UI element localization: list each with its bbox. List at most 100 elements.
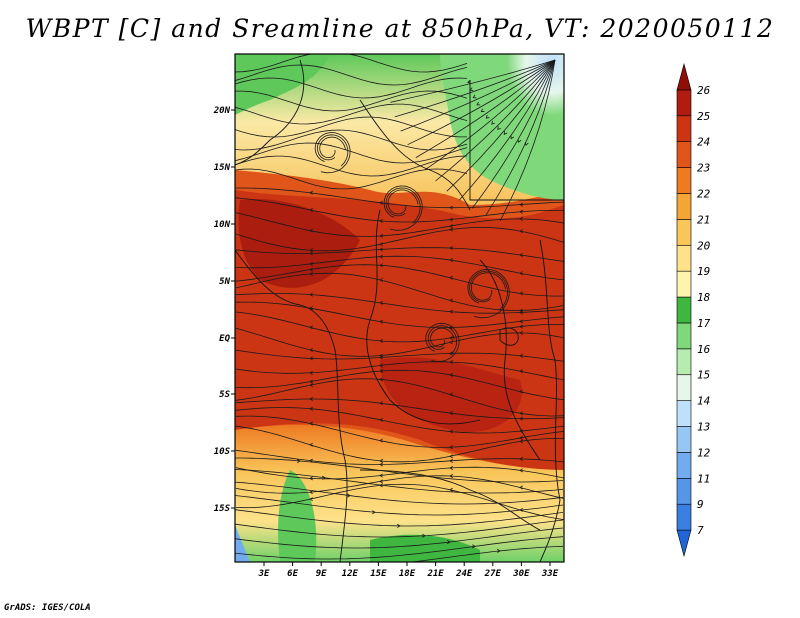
streamline: [236, 187, 564, 209]
streamline: [235, 293, 564, 314]
streamline: [235, 197, 564, 223]
streamline: [235, 407, 564, 434]
streamline-arrow: [449, 246, 453, 250]
streamline: [424, 59, 556, 171]
colorbar-label: 26: [697, 84, 711, 97]
streamline: [235, 536, 564, 560]
streamline-arrow: [379, 369, 383, 374]
wbpt-south-cool-region: [235, 425, 564, 562]
streamline-arrow: [309, 497, 313, 502]
streamline-arrow: [519, 369, 523, 374]
streamline-arrow: [309, 490, 313, 495]
streamline-arrow: [449, 217, 453, 222]
colorbar-label: 11: [697, 472, 710, 485]
streamline-arrow: [379, 242, 383, 247]
streamline-arrow: [379, 462, 383, 467]
streamline: [235, 168, 468, 190]
streamline-arrow: [309, 267, 313, 272]
chart-title: WBPT [C] and Sreamline at 850hPa, VT: 20…: [25, 14, 775, 43]
streamline: [446, 59, 556, 192]
streamline: [235, 327, 564, 357]
streamline-arrow: [309, 271, 313, 276]
streamline-arrow: [309, 292, 313, 297]
streamline-arrow: [485, 114, 490, 119]
streamline: [235, 64, 468, 86]
streamline-arrow: [519, 456, 523, 461]
latitude-axis: 20N 15N 10N 5N EQ 5S 10S 15S: [213, 106, 235, 514]
streamline-arrow: [309, 251, 313, 256]
lon-label: 18E: [399, 569, 416, 579]
streamline-arrow: [449, 205, 453, 210]
colorbar-swatch: [676, 374, 692, 401]
colorbar-label: 25: [697, 110, 710, 123]
streamline-arrow: [379, 363, 383, 368]
streamline-arrow: [379, 263, 383, 268]
streamline-arrow: [449, 445, 453, 450]
streamline-arrow: [379, 401, 383, 406]
streamline-arrow: [519, 330, 523, 335]
streamline-arrow: [519, 389, 523, 394]
streamline-arrow: [379, 355, 383, 360]
streamline: [235, 475, 564, 499]
streamline: [394, 59, 556, 118]
streamline-arrow: [309, 442, 313, 447]
lat-label: 5S: [219, 390, 230, 400]
lon-label: 30E: [512, 569, 530, 579]
streamline-arrow: [510, 135, 515, 140]
streamline-arrow: [309, 207, 313, 212]
streamline: [471, 59, 556, 209]
lon-label: 12E: [342, 569, 359, 579]
streamline-arrow: [519, 319, 523, 324]
streamline-arrow: [449, 429, 453, 434]
streamlines: [235, 54, 564, 562]
streamline-arrow: [309, 476, 313, 481]
streamline-arrow: [379, 277, 383, 282]
streamline-arrow: [379, 417, 383, 422]
streamline: [425, 322, 460, 363]
lat-label: 5N: [219, 277, 230, 287]
coastline-east: [539, 239, 561, 562]
colorbar-label: 12: [697, 446, 711, 459]
lat-label: 10N: [214, 220, 231, 230]
streamline: [235, 103, 468, 125]
streamline-arrow: [449, 372, 453, 377]
streamline: [235, 519, 564, 538]
lon-label: 21E: [426, 569, 444, 579]
streamline-arrow: [472, 544, 476, 549]
colorbar-swatch: [676, 115, 692, 142]
colorbar-label: 24: [697, 136, 710, 149]
colorbar-swatch: [676, 167, 692, 194]
streamline: [407, 59, 556, 146]
streamline: [314, 132, 351, 174]
credit-text: GrADS: IGES/COLA: [4, 603, 91, 613]
colorbar-swatch: [676, 426, 692, 453]
streamline-arrow: [449, 360, 453, 364]
streamline-arrow: [379, 233, 383, 238]
streamline-arrow: [309, 396, 313, 401]
streamline-arrow: [379, 200, 383, 205]
streamline: [235, 457, 564, 483]
streamline-arrow: [519, 353, 523, 358]
streamline: [235, 90, 468, 112]
colorbar-label: 20: [697, 239, 711, 252]
streamline-arrow: [309, 379, 313, 384]
streamline-arrow: [309, 370, 313, 375]
streamline-arrow: [449, 298, 453, 303]
streamline-arrow: [379, 300, 383, 305]
streamline-arrow: [491, 120, 495, 125]
colorbar-end-high: [676, 62, 692, 91]
streamline-arrow: [449, 392, 453, 397]
wbpt-northeast-cold-cell: [440, 54, 564, 204]
streamline-arrow: [519, 468, 523, 473]
lon-label: 3E: [258, 569, 270, 579]
streamline: [470, 272, 507, 301]
streamline: [235, 272, 564, 311]
streamline-arrow: [309, 248, 313, 253]
coastline-west: [235, 249, 348, 562]
streamline-arrow: [497, 548, 501, 553]
streamline-arrow: [379, 338, 383, 343]
streamline-arrow: [397, 523, 401, 528]
streamline: [390, 59, 556, 103]
lat-label: 10S: [214, 447, 231, 457]
